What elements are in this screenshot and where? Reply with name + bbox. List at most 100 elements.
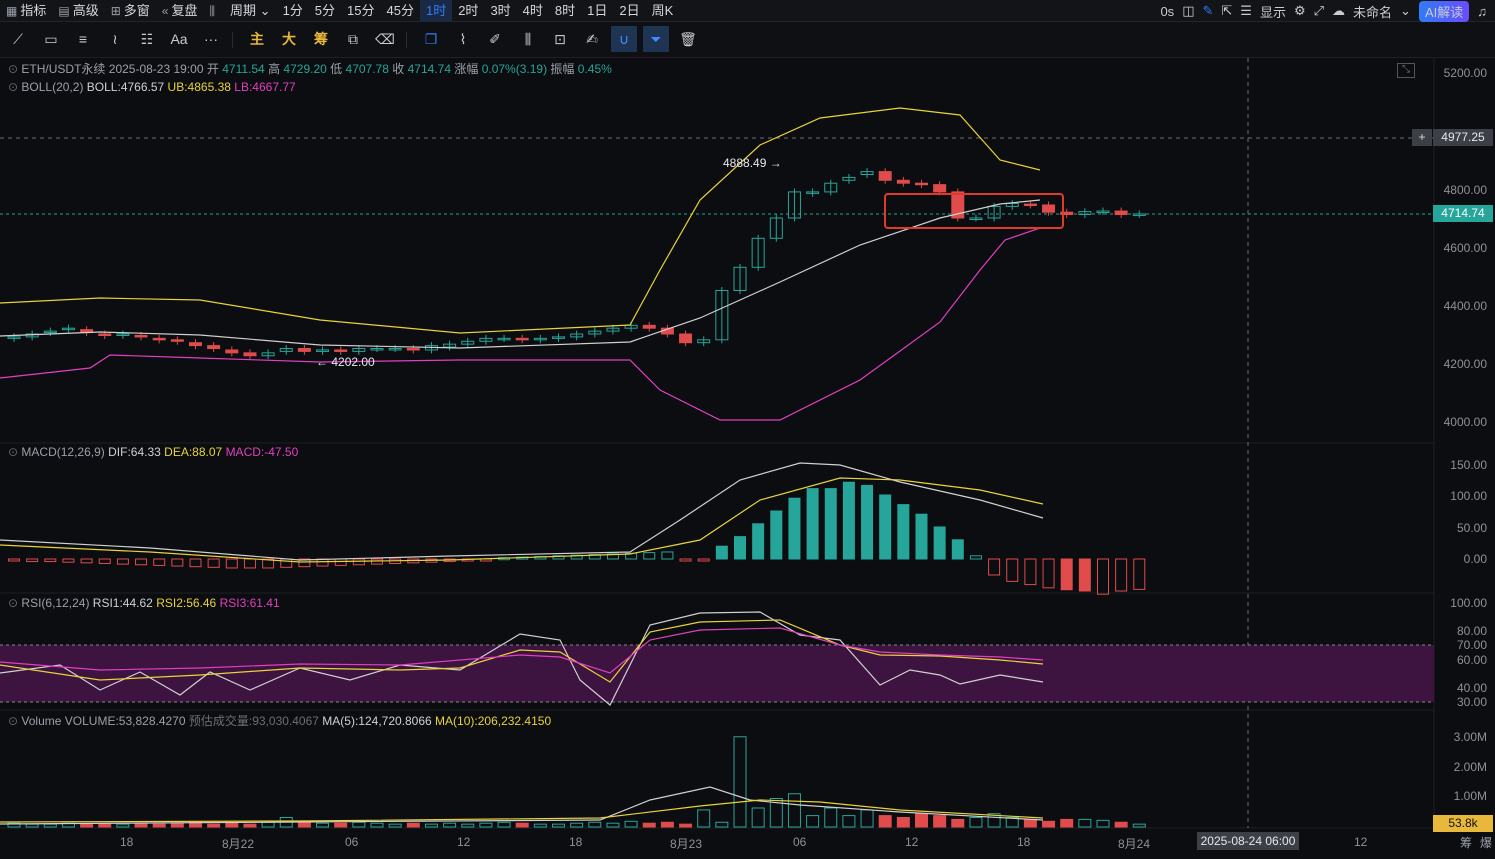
filter-icon[interactable]: ⏷ xyxy=(643,26,669,52)
macd-bar xyxy=(1042,558,1055,589)
volume-bar xyxy=(951,818,965,828)
change-value: 0.07%(3.19) xyxy=(481,62,548,76)
candle-body xyxy=(915,182,928,186)
topbar-item[interactable]: 周K xyxy=(646,0,680,22)
topbar-item[interactable]: ▦ 指标 xyxy=(0,0,52,22)
volume-bar xyxy=(624,820,638,828)
liq-corner-label[interactable]: 爆 xyxy=(1480,836,1493,850)
big-order-button[interactable]: 大 xyxy=(282,31,296,47)
topbar-item[interactable]: 2日 xyxy=(613,0,645,22)
topbar-item[interactable]: ⫼ xyxy=(204,0,225,22)
high-mark-value: 4888.49 xyxy=(723,156,767,170)
text-tool-icon[interactable]: Aa xyxy=(170,31,188,47)
rsi3-line xyxy=(0,627,1044,674)
chip-dist-button[interactable]: 筹 xyxy=(314,31,328,47)
candle-body xyxy=(116,333,130,336)
candle-body xyxy=(1096,210,1110,214)
volume-bar xyxy=(606,822,620,828)
note-icon[interactable]: ✍ xyxy=(586,31,598,47)
ruler-icon[interactable]: ⌇ xyxy=(459,31,467,47)
topbar-item[interactable]: 3时 xyxy=(484,0,516,22)
volume-bar xyxy=(552,823,565,828)
top-right-bar: 0s ◫ ✎ ⇱ ☰ 显示 ⚙ ⤢ ☁ 未命名 ⌄ AI解读 ♫ xyxy=(1160,0,1495,22)
macd-bar xyxy=(788,497,801,560)
chip-corner-label[interactable]: 筹 xyxy=(1460,836,1473,850)
magnet-icon[interactable]: ∪ xyxy=(611,26,637,52)
more-icon[interactable]: ··· xyxy=(204,31,218,47)
eye-icon[interactable]: ⊙ xyxy=(8,596,19,610)
candle-body xyxy=(842,176,856,181)
macd-bar xyxy=(243,558,256,569)
chevron-down-icon[interactable]: ⌄ xyxy=(1400,3,1411,18)
volume-bar xyxy=(1023,818,1037,828)
list-icon[interactable]: ☰ xyxy=(1240,3,1252,18)
popout-icon[interactable]: ⇱ xyxy=(1221,3,1233,18)
boll-line: ⊙ BOLL(20,2) BOLL:4766.57 UB:4865.38 LB:… xyxy=(8,80,296,94)
topbar-item[interactable]: 1日 xyxy=(581,0,613,22)
candles-icon[interactable]: ⫼ xyxy=(524,31,532,47)
topbar-item[interactable]: 45分 xyxy=(381,0,420,22)
volume-bar xyxy=(152,823,166,828)
chevron-icon[interactable]: ⊙ xyxy=(8,62,19,76)
candle-body xyxy=(225,349,239,354)
expand-icon[interactable]: ⤡ xyxy=(1397,63,1415,78)
macd-bar xyxy=(62,558,75,563)
volume-ma10-line xyxy=(0,799,1044,823)
ai-button[interactable]: AI解读 xyxy=(1418,0,1470,22)
main-chip-button[interactable]: 主 xyxy=(250,31,264,47)
camera-icon[interactable]: ◫ xyxy=(1182,3,1195,18)
fib-tool-icon[interactable]: ☷ xyxy=(140,31,154,47)
add-alert-icon[interactable]: + xyxy=(1412,129,1432,146)
gear-icon[interactable]: ⚙ xyxy=(1293,3,1306,18)
rect-tool-icon[interactable]: ▭ xyxy=(44,31,58,47)
line-tool-icon[interactable]: ⟋ xyxy=(13,31,23,47)
candle-body xyxy=(497,337,511,341)
macd-bar xyxy=(26,558,39,563)
topbar-item[interactable]: 1分 xyxy=(277,0,309,22)
boll-ub: UB:4865.38 xyxy=(167,80,231,94)
crosshair-price-tag: 4977.25 xyxy=(1433,129,1493,146)
volume-bar xyxy=(1132,823,1146,828)
layout-name[interactable]: 未命名 xyxy=(1353,4,1393,20)
macd-tick: 100.00 xyxy=(1450,489,1487,503)
topbar-item[interactable]: ⊞ 多窗 xyxy=(105,0,156,22)
topbar-item[interactable]: «复盘 xyxy=(156,0,204,22)
wave-tool-icon[interactable]: ≀ xyxy=(112,31,118,47)
display-button[interactable]: 显示 xyxy=(1259,4,1286,20)
lock-icon[interactable]: ⊡ xyxy=(554,31,566,47)
eye-icon[interactable]: ⊙ xyxy=(8,80,19,94)
hlines-tool-icon[interactable]: ≡ xyxy=(78,31,88,47)
candle-body xyxy=(406,348,420,351)
eye-icon[interactable]: ⊙ xyxy=(8,445,19,459)
eye-icon[interactable]: ⊙ xyxy=(8,714,19,728)
topbar-item[interactable]: 周期 ⌄ xyxy=(224,0,277,22)
rsi-tick: 60.00 xyxy=(1456,653,1487,667)
trash-icon[interactable]: 🗑 xyxy=(679,31,697,47)
topbar-item[interactable]: 15分 xyxy=(341,0,380,22)
pen-icon[interactable]: ✎ xyxy=(1202,3,1214,18)
rsi2-value: RSI2:56.46 xyxy=(156,596,217,610)
brush-icon[interactable]: ✐ xyxy=(489,31,501,47)
copy-icon[interactable]: ❐ xyxy=(424,31,438,47)
low-mark-value: 4202.00 xyxy=(331,355,375,369)
candle-body xyxy=(352,348,366,352)
eraser-icon[interactable]: ⌫ xyxy=(375,31,395,47)
topbar-item[interactable]: ▤ 高级 xyxy=(52,0,104,22)
volume-bar xyxy=(116,823,130,828)
candle-body xyxy=(951,191,965,219)
topbar-item[interactable]: 1时 xyxy=(419,0,453,22)
macd-bar xyxy=(806,488,819,560)
topbar-item[interactable]: 5分 xyxy=(309,0,341,22)
cloud-icon[interactable]: ☁ xyxy=(1332,3,1346,18)
bell-icon[interactable]: ♫ xyxy=(1477,3,1487,19)
price-tick: 4400.00 xyxy=(1443,299,1487,313)
candle-body xyxy=(61,327,75,331)
topbar-item[interactable]: 2时 xyxy=(452,0,484,22)
calc-icon[interactable]: ⧉ xyxy=(348,31,358,47)
fullscreen-icon[interactable]: ⤢ xyxy=(1313,3,1325,18)
topbar-item[interactable]: 8时 xyxy=(549,0,581,22)
topbar-item[interactable]: 4时 xyxy=(517,0,549,22)
candle-body xyxy=(860,171,874,176)
macd-bar xyxy=(98,558,111,564)
